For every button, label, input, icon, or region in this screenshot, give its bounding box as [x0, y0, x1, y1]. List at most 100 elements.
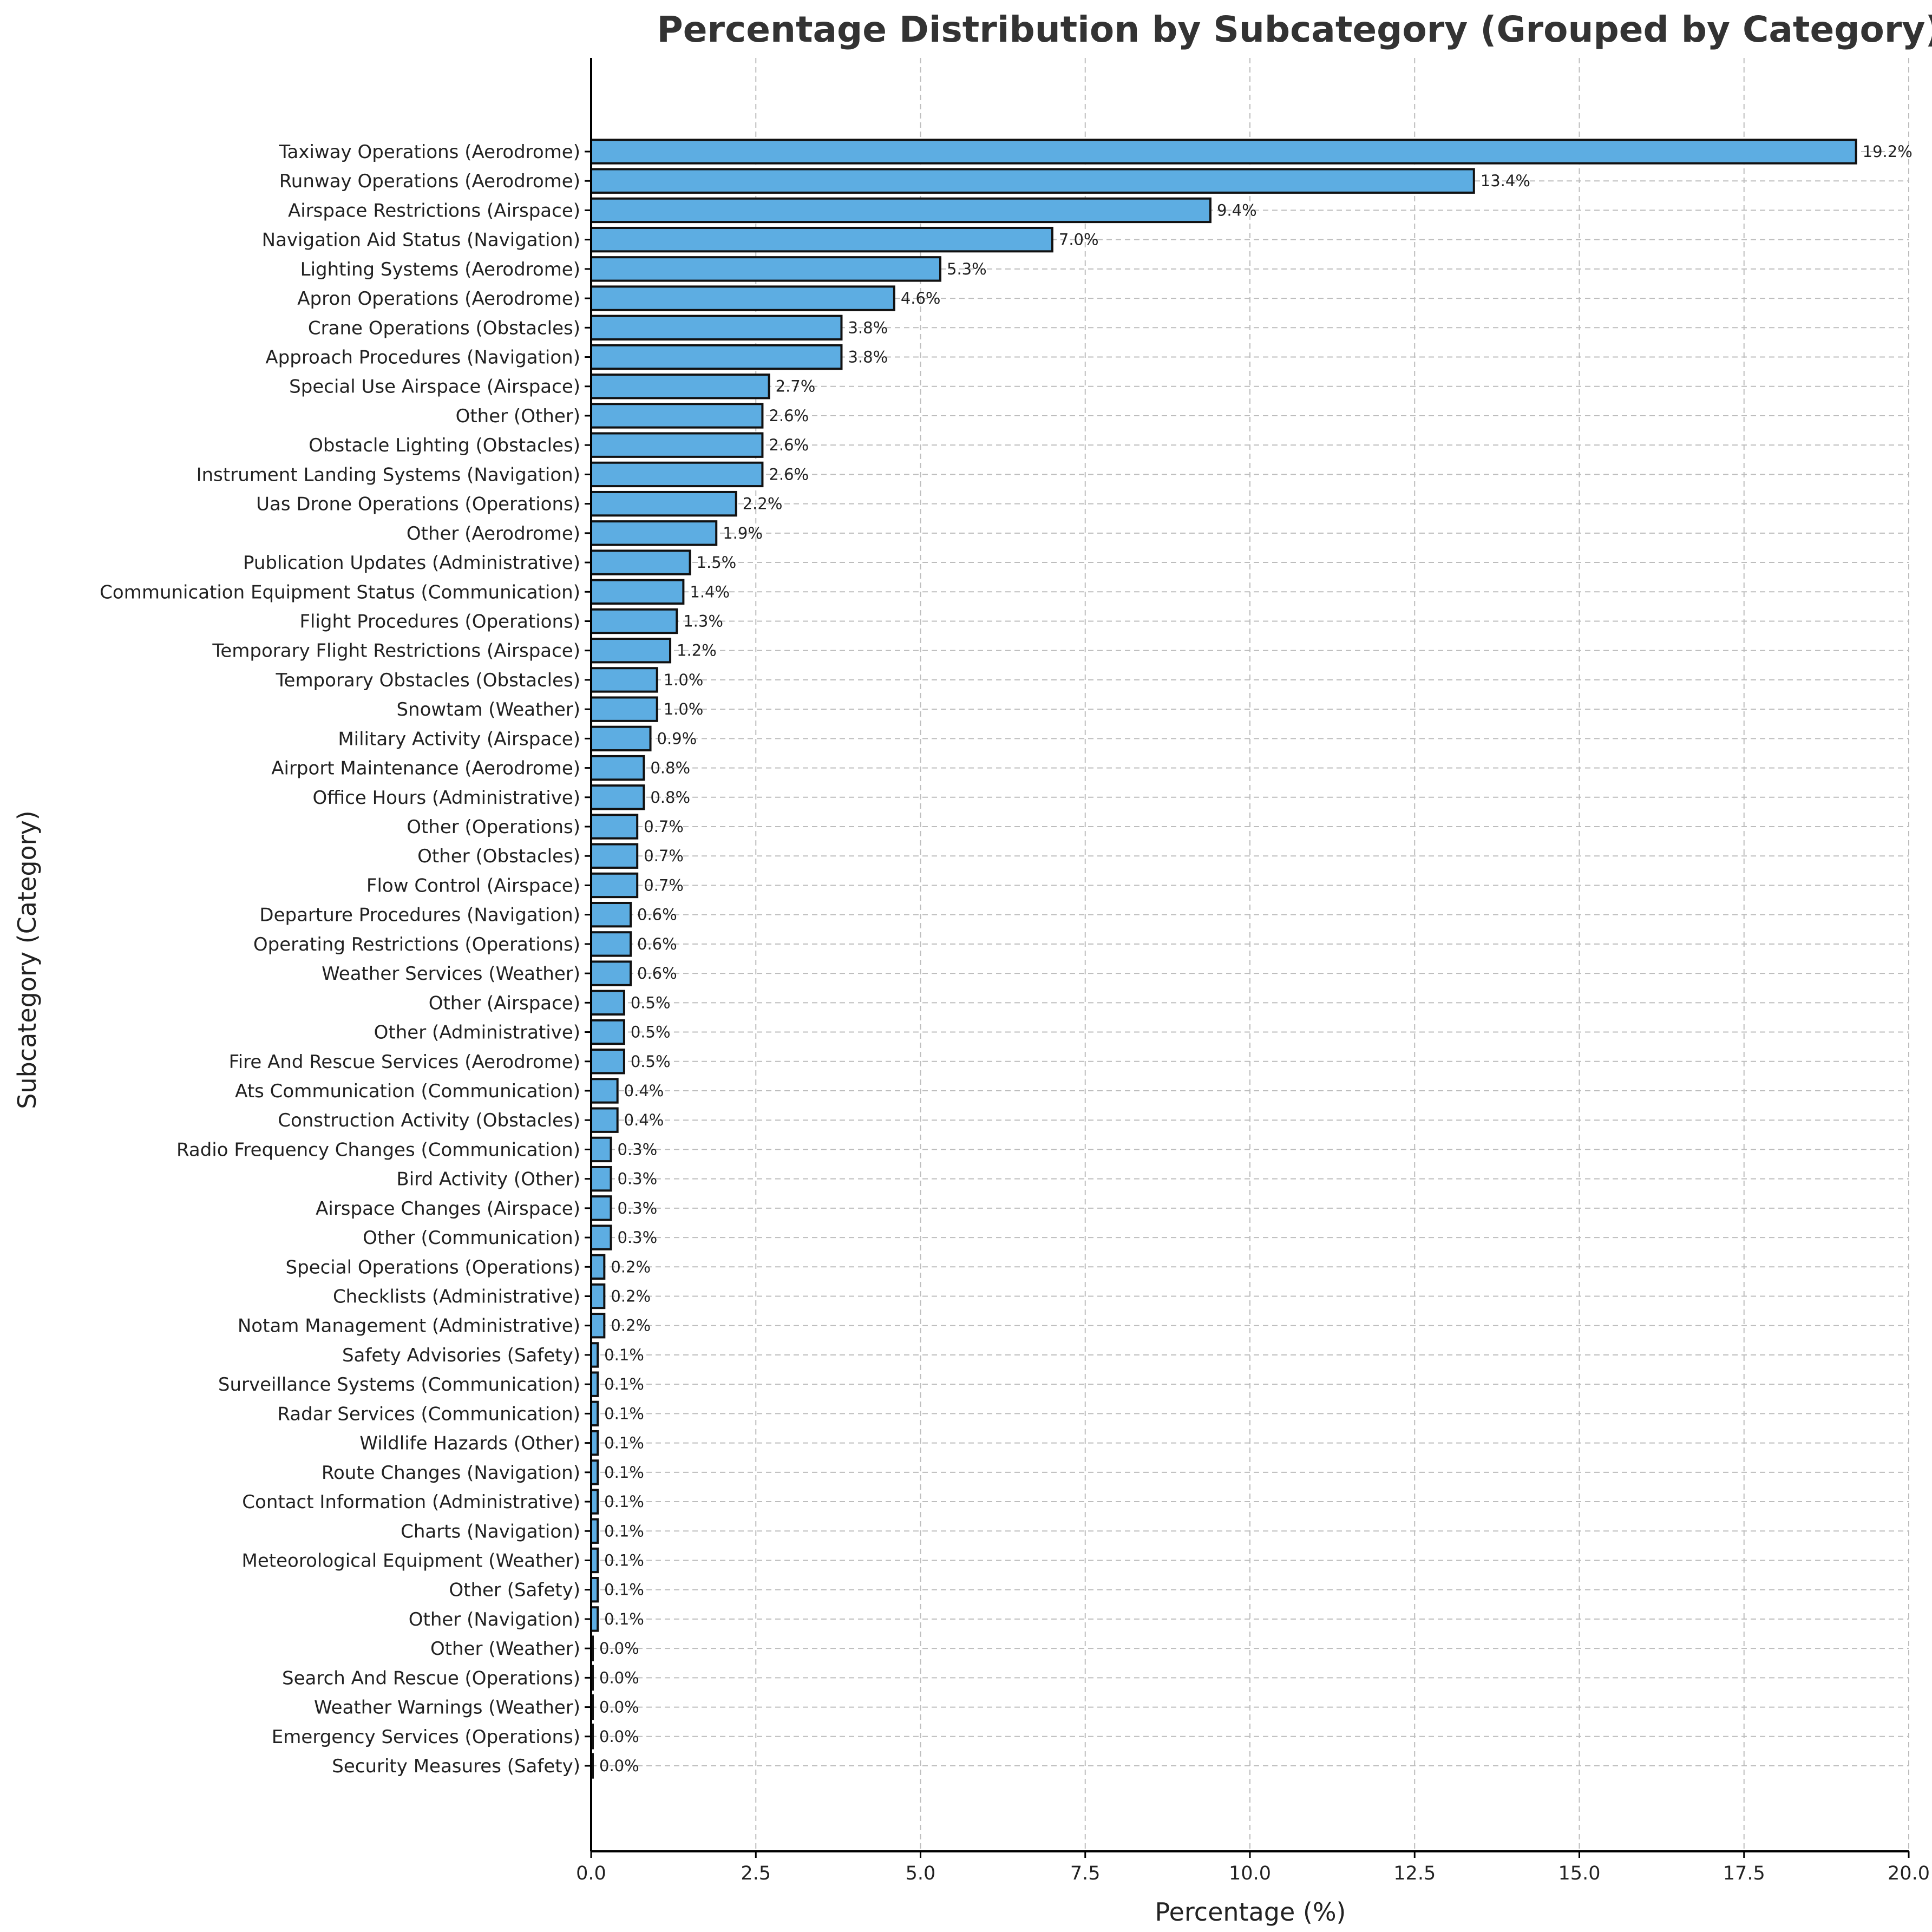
- data-label: 2.6%: [769, 407, 809, 425]
- data-label: 0.1%: [604, 1492, 644, 1511]
- data-label: 0.1%: [604, 1346, 644, 1364]
- bar: [590, 1165, 612, 1192]
- data-label: 2.2%: [743, 495, 783, 513]
- data-label: 1.5%: [697, 553, 737, 572]
- data-label: 0.2%: [611, 1258, 651, 1276]
- y-tick-label: Route Changes (Navigation): [322, 1462, 580, 1484]
- y-tick-label: Temporary Obstacles (Obstacles): [276, 670, 580, 691]
- y-tick-label: Bird Activity (Other): [396, 1169, 580, 1190]
- data-label: 0.7%: [644, 817, 684, 836]
- x-axis-label: Percentage (%): [1155, 1897, 1346, 1927]
- data-label: 0.3%: [618, 1228, 658, 1247]
- bar: [590, 814, 639, 840]
- data-label: 0.1%: [604, 1551, 644, 1569]
- bar: [590, 755, 645, 781]
- data-label: 0.4%: [624, 1111, 664, 1129]
- data-label: 2.6%: [769, 436, 809, 454]
- bar: [590, 285, 895, 311]
- data-label: 0.2%: [611, 1317, 651, 1335]
- data-label: 0.0%: [599, 1757, 639, 1775]
- y-tick-label: Taxiway Operations (Aerodrome): [278, 141, 580, 163]
- bars: [590, 139, 1857, 1779]
- bar: [590, 256, 942, 282]
- data-label: 0.0%: [599, 1727, 639, 1746]
- y-tick-label: Runway Operations (Aerodrome): [279, 171, 580, 192]
- y-tick-label: Emergency Services (Operations): [272, 1726, 580, 1748]
- y-tick-label: Contact Information (Administrative): [242, 1491, 580, 1513]
- y-tick-label: Other (Administrative): [374, 1022, 580, 1044]
- data-label: 2.6%: [769, 465, 809, 483]
- bar: [590, 403, 764, 429]
- bar: [590, 1254, 606, 1280]
- y-tick-label: Military Activity (Airspace): [338, 728, 580, 750]
- y-tick-label: Security Measures (Safety): [332, 1756, 580, 1777]
- y-tick-label: Ats Communication (Communication): [235, 1080, 580, 1102]
- y-tick-label: Other (Other): [456, 405, 580, 427]
- y-tick-label: Radio Frequency Changes (Communication): [176, 1139, 580, 1161]
- y-tick-label: Weather Services (Weather): [322, 963, 580, 985]
- data-label: 0.0%: [599, 1639, 639, 1658]
- bar: [590, 901, 632, 928]
- y-tick-label: Office Hours (Administrative): [313, 787, 580, 809]
- bar: [590, 520, 718, 546]
- data-label: 0.6%: [637, 964, 677, 983]
- y-tick-label: Special Use Airspace (Airspace): [289, 376, 580, 398]
- bar: [590, 990, 625, 1016]
- bar: [590, 490, 737, 517]
- y-tick-label: Construction Activity (Obstacles): [278, 1110, 580, 1131]
- data-label: 0.0%: [599, 1668, 639, 1687]
- y-tick-label: Airspace Changes (Airspace): [316, 1198, 580, 1220]
- y-tick-label: Other (Navigation): [409, 1609, 580, 1630]
- y-tick-label: Other (Airspace): [429, 992, 580, 1014]
- bar: [590, 667, 658, 693]
- bar: [590, 696, 658, 722]
- y-tick-label: Search And Rescue (Operations): [282, 1667, 580, 1689]
- bar: [590, 579, 685, 605]
- data-label: 1.0%: [664, 671, 704, 689]
- x-tick-label: 15.0: [1558, 1863, 1601, 1884]
- y-tick-label: Surveillance Systems (Communication): [218, 1374, 580, 1396]
- y-tick-label: Other (Aerodrome): [407, 523, 580, 545]
- x-tick-label: 17.5: [1723, 1863, 1765, 1884]
- y-tick-label: Instrument Landing Systems (Navigation): [197, 464, 580, 486]
- data-label: 0.1%: [604, 1522, 644, 1540]
- data-label: 0.1%: [604, 1610, 644, 1628]
- y-tick-label: Approach Procedures (Navigation): [265, 347, 580, 369]
- y-axis-label: Subcategory (Category): [12, 810, 42, 1109]
- y-tick-label: Flow Control (Airspace): [366, 875, 580, 896]
- y-tick-label: Airport Maintenance (Aerodrome): [271, 758, 580, 780]
- bar: [590, 315, 843, 340]
- y-tick-label: Crane Operations (Obstacles): [308, 317, 580, 339]
- data-label: 0.7%: [644, 847, 684, 865]
- y-tick-label: Other (Obstacles): [417, 846, 580, 867]
- data-label: 0.5%: [631, 1023, 671, 1042]
- y-tick-label: Safety Advisories (Safety): [342, 1345, 580, 1366]
- data-label: 1.0%: [664, 700, 704, 718]
- bar: [590, 931, 632, 957]
- y-tick-label: Charts (Navigation): [401, 1521, 580, 1542]
- y-tick-label: Operating Restrictions (Operations): [253, 934, 580, 955]
- data-label: 0.3%: [618, 1140, 658, 1158]
- data-label: 0.2%: [611, 1287, 651, 1306]
- bar: [590, 1283, 606, 1309]
- bar: [590, 461, 764, 488]
- y-tick-label: Notam Management (Administrative): [238, 1315, 580, 1337]
- bar: [590, 139, 1857, 165]
- data-label: 0.4%: [624, 1082, 664, 1100]
- data-label: 3.8%: [848, 318, 888, 337]
- gridlines: [591, 58, 1909, 1851]
- x-tick-label: 2.5: [741, 1863, 771, 1884]
- y-tick-label: Flight Procedures (Operations): [299, 611, 580, 632]
- bar: [590, 843, 639, 869]
- data-label: 0.5%: [631, 993, 671, 1012]
- y-tick-label: Departure Procedures (Navigation): [259, 905, 580, 926]
- data-label: 0.1%: [604, 1404, 644, 1423]
- bar: [590, 1107, 619, 1133]
- data-label: 0.9%: [657, 729, 697, 748]
- bar: [590, 197, 1211, 224]
- bar: [590, 960, 632, 986]
- bar: [590, 725, 652, 752]
- y-tick-label: Uas Drone Operations (Operations): [256, 494, 580, 515]
